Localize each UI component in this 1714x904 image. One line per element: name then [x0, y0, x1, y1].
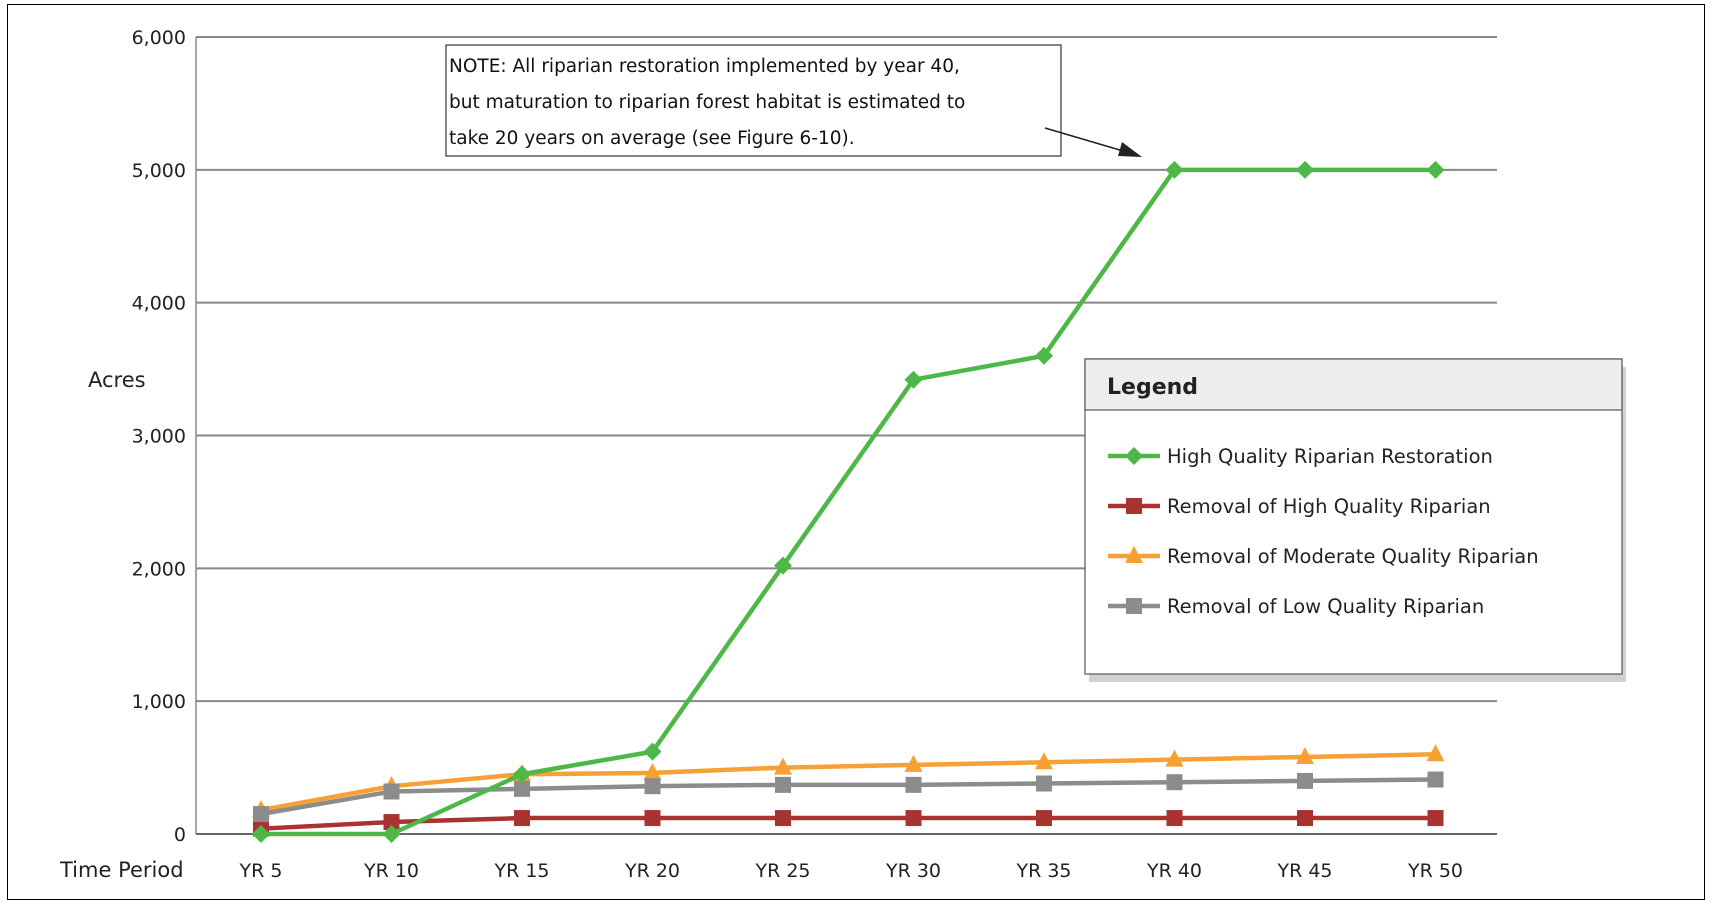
data-point [1296, 160, 1314, 179]
data-point [774, 556, 792, 575]
data-point [774, 757, 792, 775]
note-line-2: but maturation to riparian forest habita… [449, 92, 965, 113]
data-point [904, 370, 923, 389]
note-line-3: take 20 years on average (see Figure 6-1… [449, 128, 855, 149]
series-line [261, 167, 1436, 837]
legend-label: Removal of Moderate Quality Riparian [1167, 545, 1539, 568]
data-point [1427, 771, 1444, 788]
x-tick-label: YR 5 [239, 860, 283, 882]
y-axis-label: Acres [88, 368, 146, 392]
legend-swatch-marker [1125, 546, 1143, 563]
data-point [1036, 810, 1052, 827]
data-point [775, 810, 791, 827]
data-point [644, 810, 661, 827]
x-tick-label: YR 30 [885, 860, 941, 882]
legend-swatch-marker [1126, 598, 1142, 614]
y-tick-label: 2,000 [132, 558, 186, 580]
data-point [383, 814, 400, 831]
data-point [1427, 810, 1444, 827]
series-line [260, 752, 1436, 813]
data-point [644, 778, 661, 795]
data-point [643, 762, 662, 780]
legend-item: Removal of High Quality Riparian [1108, 495, 1491, 518]
data-point [1166, 810, 1183, 827]
legend-item: Removal of Low Quality Riparian [1108, 595, 1484, 618]
x-tick-label: YR 45 [1276, 860, 1332, 882]
data-point [1165, 160, 1184, 179]
note-arrow-line [1044, 127, 1131, 154]
data-point [905, 810, 922, 827]
data-point [514, 780, 530, 797]
series-lines [252, 160, 1445, 843]
x-tick-label: YR 15 [493, 860, 549, 882]
y-tick-label: 3,000 [132, 426, 186, 448]
series-line [260, 815, 1436, 831]
y-axis-tick-labels: 0 1,000 2,000 3,000 4,000 5,000 6,000 [132, 27, 186, 846]
x-tick-label: YR 40 [1146, 860, 1202, 882]
y-tick-label: 0 [174, 824, 186, 846]
x-tick-label: YR 10 [363, 860, 419, 882]
legend-title: Legend [1107, 375, 1198, 400]
data-point [905, 776, 922, 793]
legend-label: Removal of Low Quality Riparian [1167, 595, 1484, 618]
data-point [513, 765, 531, 784]
data-point [1166, 774, 1183, 791]
legend-header [1084, 358, 1623, 411]
data-point [1297, 772, 1313, 789]
data-point [775, 776, 791, 793]
note-box [445, 44, 1062, 157]
data-point [1426, 160, 1445, 179]
series-high-quality-riparian-restoration [252, 160, 1445, 843]
x-axis-tick-labels: YR 5 YR 10 YR 15 YR 20 YR 25 YR 30 YR 35 YR 40 Y… [239, 860, 1463, 882]
data-point [1165, 749, 1184, 767]
legend-box [1084, 358, 1623, 675]
x-tick-label: YR 50 [1407, 860, 1463, 882]
data-point [1035, 346, 1053, 365]
data-point [1296, 746, 1314, 764]
y-tick-label: 1,000 [132, 691, 186, 713]
note-arrow-head [1118, 142, 1142, 157]
data-point [1297, 810, 1313, 827]
y-tick-label: 5,000 [132, 160, 186, 182]
data-point [904, 754, 923, 772]
legend-item: High Quality Riparian Restoration [1108, 445, 1493, 468]
x-axis-label: Time Period [59, 858, 184, 882]
series-removal-of-low-quality-riparian [253, 771, 1444, 823]
legend-swatch-marker [1125, 447, 1143, 465]
x-tick-label: YR 25 [754, 860, 810, 882]
note-annotation: NOTE: All riparian restoration implement… [445, 44, 1142, 157]
note-line-1: NOTE: All riparian restoration implement… [449, 56, 960, 77]
y-tick-label: 4,000 [132, 293, 186, 315]
data-point [1426, 744, 1445, 762]
data-point [514, 810, 530, 827]
series-line [260, 777, 1436, 817]
legend-item: Removal of Moderate Quality Riparian [1108, 545, 1539, 568]
data-point [253, 806, 269, 823]
legend-swatch-marker [1126, 498, 1142, 514]
data-point [382, 825, 401, 843]
data-point [1035, 752, 1053, 770]
x-tick-label: YR 35 [1015, 860, 1071, 882]
data-point [252, 825, 270, 843]
x-tick-label: YR 20 [624, 860, 680, 882]
data-point [383, 783, 400, 800]
y-tick-label: 6,000 [132, 27, 186, 49]
legend-label: Removal of High Quality Riparian [1167, 495, 1491, 518]
legend: Legend High Quality Riparian Restoration… [1084, 358, 1626, 682]
data-point [1036, 775, 1052, 792]
data-point [643, 742, 662, 761]
legend-label: High Quality Riparian Restoration [1167, 445, 1493, 468]
